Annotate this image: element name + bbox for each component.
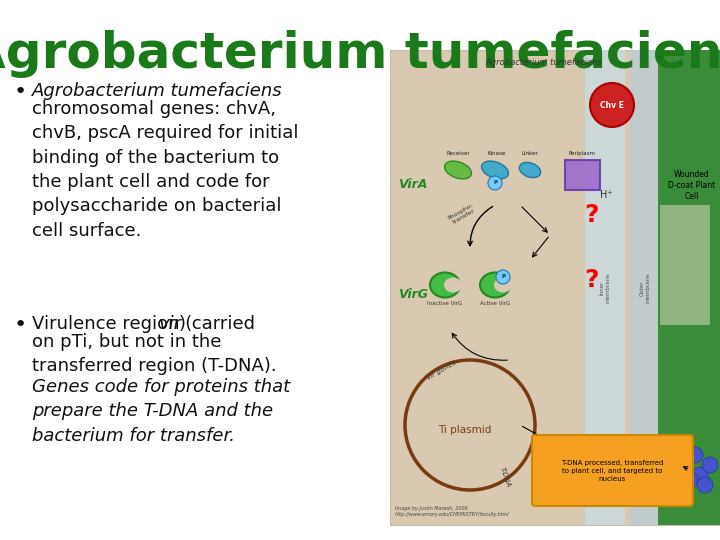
Bar — [660, 205, 710, 325]
Text: Agrobacterium tumefaciens: Agrobacterium tumefaciens — [485, 58, 602, 67]
Text: Inner
membrane: Inner membrane — [600, 273, 611, 303]
Text: vir genes: vir genes — [426, 359, 457, 381]
Circle shape — [567, 452, 583, 468]
Circle shape — [582, 462, 598, 478]
Text: chromosomal genes: chvA,
chvB, pscA required for initial
binding of the bacteriu: chromosomal genes: chvA, chvB, pscA requ… — [32, 100, 299, 240]
Bar — [658, 50, 720, 525]
Circle shape — [702, 457, 718, 473]
Text: ) carried: ) carried — [179, 315, 255, 333]
Text: ?: ? — [585, 268, 599, 292]
Bar — [585, 50, 625, 525]
Text: P: P — [493, 180, 497, 186]
FancyArrowPatch shape — [683, 467, 688, 470]
Text: Periplasm: Periplasm — [569, 151, 595, 156]
Bar — [630, 50, 660, 525]
Text: Ti plasmid: Ti plasmid — [438, 425, 492, 435]
Circle shape — [682, 472, 698, 488]
FancyArrowPatch shape — [533, 237, 548, 257]
Circle shape — [590, 83, 634, 127]
Bar — [390, 50, 720, 525]
Text: ?: ? — [585, 203, 599, 227]
Bar — [565, 160, 600, 190]
Text: Linker: Linker — [522, 151, 539, 156]
Circle shape — [572, 472, 588, 488]
Text: •: • — [14, 82, 27, 102]
FancyBboxPatch shape — [532, 435, 693, 506]
Text: Active VirG: Active VirG — [480, 301, 510, 306]
Circle shape — [687, 447, 703, 463]
Text: Receiver: Receiver — [446, 151, 470, 156]
Ellipse shape — [444, 278, 462, 293]
FancyArrowPatch shape — [522, 207, 547, 232]
Text: VirA: VirA — [398, 179, 428, 192]
Text: on pTi, but not in the
transferred region (T-DNA).: on pTi, but not in the transferred regio… — [32, 333, 276, 375]
Ellipse shape — [482, 161, 508, 179]
Text: Virulence region (: Virulence region ( — [32, 315, 192, 333]
Ellipse shape — [480, 273, 510, 298]
Text: Inactive VirG: Inactive VirG — [428, 301, 463, 306]
Ellipse shape — [519, 163, 541, 178]
FancyArrowPatch shape — [452, 333, 507, 360]
Text: Wounded
D-coat Plant
Cell: Wounded D-coat Plant Cell — [668, 170, 716, 201]
Circle shape — [577, 445, 593, 461]
Text: H⁺: H⁺ — [600, 190, 612, 200]
Text: vir: vir — [159, 315, 182, 333]
Text: Phospho-
transfer: Phospho- transfer — [446, 202, 477, 226]
Text: •: • — [14, 315, 27, 335]
FancyArrowPatch shape — [523, 427, 562, 448]
Text: Kinase: Kinase — [488, 151, 506, 156]
Text: VirG: VirG — [398, 288, 428, 301]
Ellipse shape — [494, 278, 512, 293]
Circle shape — [488, 176, 502, 190]
Text: P: P — [501, 274, 505, 280]
Text: T-DNA: T-DNA — [498, 466, 511, 488]
FancyArrowPatch shape — [468, 206, 492, 246]
Text: Outer
membrane: Outer membrane — [639, 273, 650, 303]
Text: Image by Justin Maresh, 2006
http://www.emory.edu/CHEMISTRY/faculty.html: Image by Justin Maresh, 2006 http://www.… — [395, 506, 510, 517]
Circle shape — [592, 452, 608, 468]
Circle shape — [496, 270, 510, 284]
Text: Agrobacterium tumefaciens: Agrobacterium tumefaciens — [0, 30, 720, 78]
Text: Chv E: Chv E — [600, 100, 624, 110]
Circle shape — [677, 457, 693, 473]
Circle shape — [697, 477, 713, 493]
Text: Agrobacterium tumefaciens: Agrobacterium tumefaciens — [32, 82, 283, 100]
Ellipse shape — [430, 273, 460, 298]
Text: T-DNA processed, transferred
to plant cell, and targeted to
nucleus: T-DNA processed, transferred to plant ce… — [561, 460, 663, 482]
Circle shape — [587, 477, 603, 493]
Ellipse shape — [444, 161, 472, 179]
Circle shape — [692, 467, 708, 483]
Text: Genes code for proteins that
prepare the T-DNA and the
bacterium for transfer.: Genes code for proteins that prepare the… — [32, 378, 290, 444]
